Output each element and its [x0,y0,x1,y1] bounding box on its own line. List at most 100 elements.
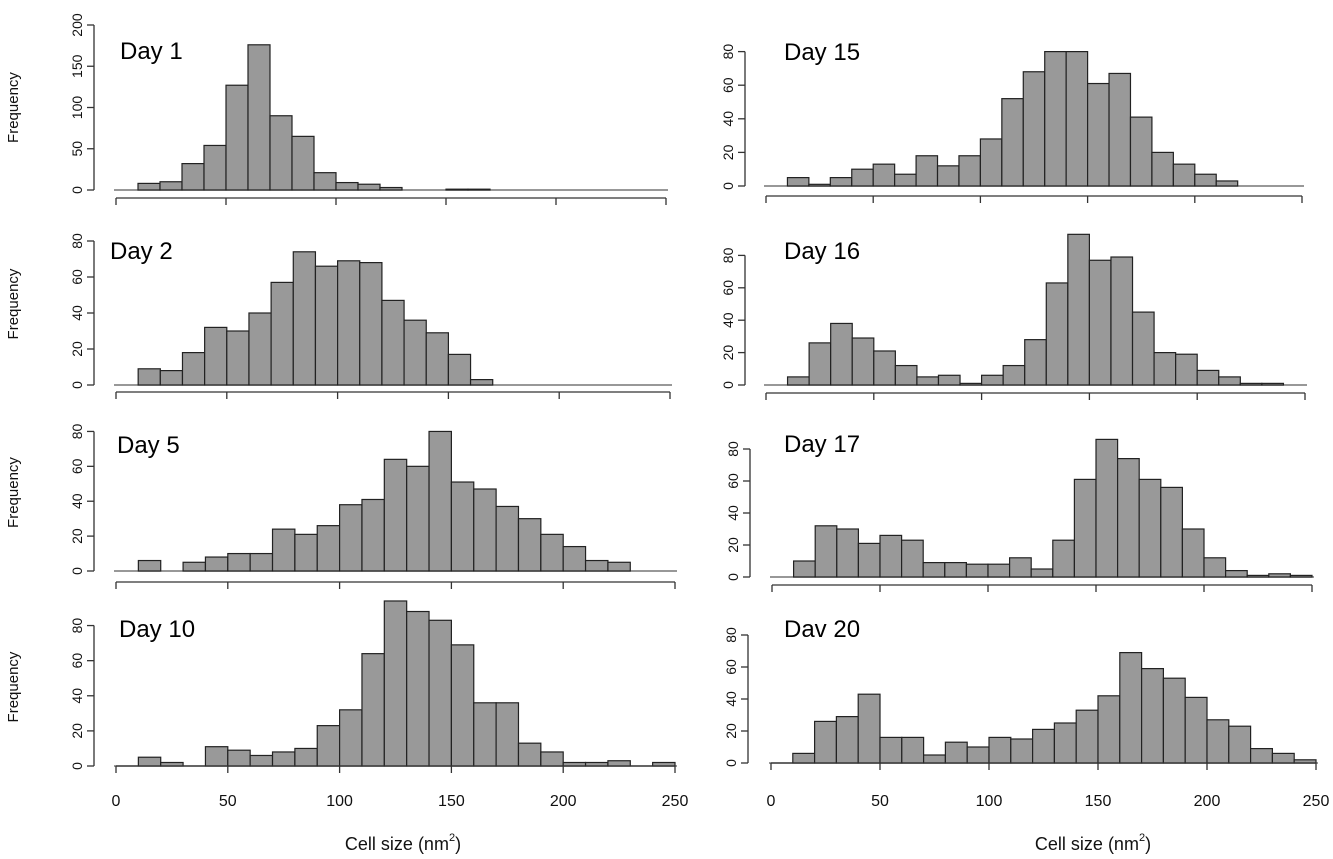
histogram-bar [339,504,363,572]
y-tick-label: 60 [69,269,85,285]
histogram-bar [227,552,251,572]
histogram-bar [1022,71,1046,187]
y-axis-label: Frequency [5,457,22,528]
histogram-bar [1008,557,1032,578]
histogram-bar [879,534,903,578]
histogram-bar [271,528,296,572]
histogram-bar [836,528,859,578]
histogram-bar [814,525,838,578]
histogram-panel: 0 20 40 60 80 Day 15 [720,39,1304,203]
histogram-bar [361,653,385,767]
histogram-bar [1001,98,1024,187]
histogram-bar [450,644,475,767]
histogram-bar [988,736,1012,764]
histogram-bar [1088,259,1112,386]
histogram-panel: 0 20 40 60 80 Day 2 Frequency [5,233,672,399]
histogram-bar [894,173,917,187]
histogram-bar [447,353,472,386]
histogram-bar [247,44,271,191]
y-tick-label: 80 [69,618,85,634]
histogram-bar [835,715,859,764]
histogram-bar [540,751,564,767]
y-tick-label: 60 [69,458,85,474]
y-tick-label: 80 [69,233,85,249]
histogram-bar [1119,651,1143,764]
histogram-bar [1172,163,1196,187]
histogram-bar [966,746,990,764]
y-tick-label: 40 [69,305,85,321]
histogram-bar [383,458,408,572]
histogram-bar [137,182,161,191]
x-tick-label: 0 [767,793,776,810]
histogram-bar [1228,725,1252,764]
y-tick-label: 80 [69,423,85,439]
y-axis-label: Frequency [5,72,22,143]
histogram-bar [1086,82,1110,187]
histogram-bar [316,525,341,572]
histogram-bar [406,610,430,767]
histogram-bar [937,374,961,386]
histogram-bar [1031,728,1055,764]
y-axis-label: Frequency [5,268,22,339]
histogram-bar [540,533,564,572]
histogram-bar [607,561,631,572]
y-tick-label: 60 [725,473,741,489]
panel-title: Day 15 [784,39,860,66]
histogram-bar [339,709,363,767]
histogram-bar [857,542,881,578]
x-axis-label-superscript: 2 [449,832,455,844]
histogram-bar [851,168,874,187]
histogram-bar [291,135,315,191]
histogram-bar [361,498,385,572]
y-tick-label: 40 [69,688,85,704]
histogram-bar [1030,568,1054,578]
histogram-bar [1246,574,1270,578]
histogram-panel: 0 20 40 60 80 Day 17 [725,431,1314,592]
histogram-bar [792,560,816,578]
histogram-bar [915,155,939,187]
x-tick-label: 0 [112,793,121,810]
y-tick-label: 150 [69,54,85,78]
histogram-bar [270,281,294,386]
histogram-bar [879,736,903,764]
y-tick-label: 20 [720,345,736,361]
histogram-bar [1024,339,1047,386]
histogram-bar [159,370,184,386]
histogram-bar [1224,569,1248,578]
histogram-bar [203,144,227,191]
histogram-bar [1097,695,1121,764]
y-tick-label: 0 [723,759,739,767]
histogram-bar [979,138,1003,187]
histogram-bar [829,177,853,187]
histogram-bar [137,756,162,767]
x-tick-label: 50 [219,793,237,810]
y-tick-label: 0 [69,381,85,389]
histogram-bar [269,115,293,191]
histogram-bar [204,326,228,386]
histogram-bar [813,720,837,764]
histogram-bar [1095,438,1119,578]
histogram-bar [294,533,318,572]
histogram-panel: 0 20 40 60 80 0 50 100 150 200 250 Dav 20 [723,616,1329,810]
histogram-bar [958,155,982,187]
histogram-bar [1067,233,1090,386]
x-tick-label: 50 [871,793,889,810]
histogram-bar [1073,478,1097,578]
x-tick-label: 250 [662,793,689,810]
histogram-bar [1194,173,1217,187]
histogram-bar [445,188,469,191]
histogram-bar [1153,352,1177,386]
histogram-bar [473,488,497,572]
y-tick-label: 200 [69,13,85,37]
histogram-bar [294,747,318,767]
histogram-bar [786,376,810,386]
histogram-bar [249,552,274,572]
y-tick-label: 40 [720,312,736,328]
x-tick-label: 100 [976,793,1003,810]
histogram-bar [1160,486,1184,578]
histogram-bar [428,430,453,572]
y-tick-label: 80 [723,627,739,643]
histogram-bar [249,754,274,767]
histogram-bar [792,752,816,764]
histogram-bar [1181,528,1205,578]
